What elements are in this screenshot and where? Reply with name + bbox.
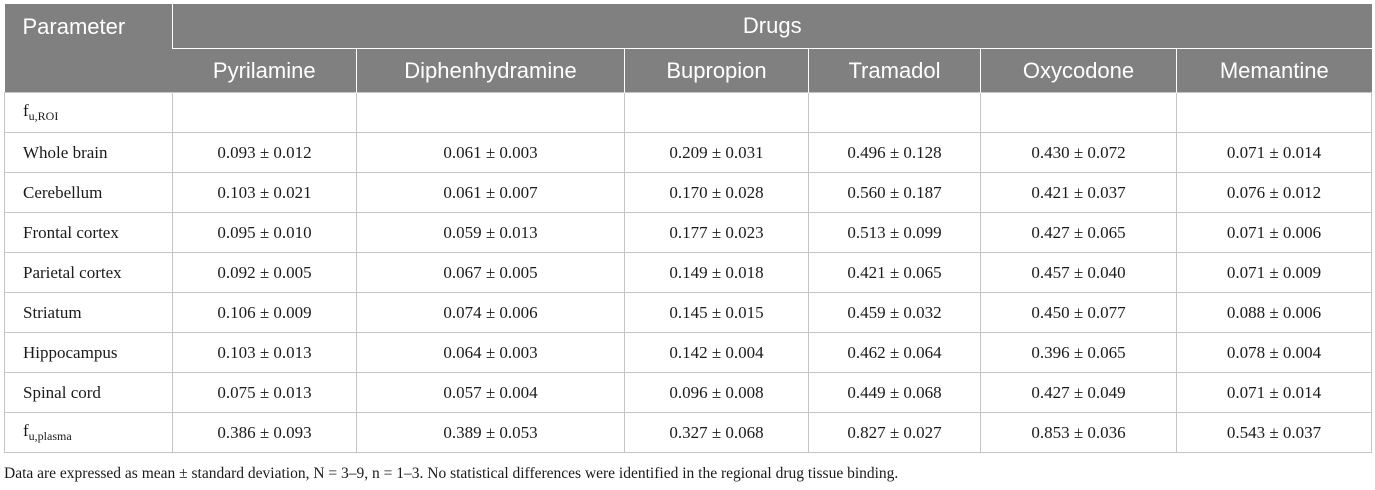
- table-cell: 0.327 ± 0.068: [624, 412, 809, 453]
- table-cell: 0.427 ± 0.049: [980, 372, 1177, 413]
- table-row-spinal-cord: Spinal cord 0.075 ± 0.013 0.057 ± 0.004 …: [4, 372, 1373, 413]
- table-cell: 0.389 ± 0.053: [356, 412, 625, 453]
- table-cell: 0.457 ± 0.040: [980, 252, 1177, 293]
- table-row-fu-plasma: fu,plasma 0.386 ± 0.093 0.389 ± 0.053 0.…: [4, 412, 1373, 453]
- table-cell: 0.061 ± 0.007: [356, 172, 625, 213]
- table-cell: 0.149 ± 0.018: [624, 252, 809, 293]
- table-cell: 0.061 ± 0.003: [356, 132, 625, 173]
- table-cell: 0.386 ± 0.093: [172, 412, 357, 453]
- table-cell: 0.095 ± 0.010: [172, 212, 357, 253]
- table-cell: 0.170 ± 0.028: [624, 172, 809, 213]
- drug-header-pyrilamine: Pyrilamine: [172, 48, 357, 93]
- table-cell: 0.064 ± 0.003: [356, 332, 625, 373]
- table-cell: 0.853 ± 0.036: [980, 412, 1177, 453]
- table-cell: 0.209 ± 0.031: [624, 132, 809, 173]
- data-table-container: Parameter Drugs Pyrilamine Diphenhydrami…: [4, 4, 1373, 453]
- row-label: Whole brain: [4, 132, 173, 173]
- parameter-header: Parameter: [4, 4, 173, 93]
- table-cell: 0.142 ± 0.004: [624, 332, 809, 373]
- drug-header-diphenhydramine: Diphenhydramine: [356, 48, 625, 93]
- table-cell: 0.067 ± 0.005: [356, 252, 625, 293]
- table-cell: 0.543 ± 0.037: [1175, 412, 1373, 453]
- table-cell: 0.827 ± 0.027: [808, 412, 981, 453]
- table-cell: 0.459 ± 0.032: [808, 292, 981, 333]
- table-cell-empty: [172, 92, 357, 133]
- table-cell: 0.071 ± 0.006: [1175, 212, 1373, 253]
- table-cell-empty: [980, 92, 1177, 133]
- row-label: Cerebellum: [4, 172, 173, 213]
- fu-plasma-symbol: f: [23, 421, 29, 440]
- table-cell: 0.057 ± 0.004: [356, 372, 625, 413]
- drugs-group-header: Drugs: [171, 4, 1372, 49]
- table-cell: 0.092 ± 0.005: [172, 252, 357, 293]
- table-row-cerebellum: Cerebellum 0.103 ± 0.021 0.061 ± 0.007 0…: [4, 172, 1373, 213]
- table-cell-empty: [356, 92, 625, 133]
- table-cell: 0.074 ± 0.006: [356, 292, 625, 333]
- table-row-fu-roi: fu,ROI: [4, 92, 1373, 133]
- table-cell: 0.075 ± 0.013: [172, 372, 357, 413]
- table-cell: 0.076 ± 0.012: [1175, 172, 1373, 213]
- table-cell: 0.396 ± 0.065: [980, 332, 1177, 373]
- table-cell: 0.496 ± 0.128: [808, 132, 981, 173]
- table-header: Parameter Drugs Pyrilamine Diphenhydrami…: [4, 4, 1372, 93]
- table-cell: 0.177 ± 0.023: [624, 212, 809, 253]
- row-label-fu-plasma: fu,plasma: [4, 412, 173, 453]
- table-cell: 0.071 ± 0.014: [1175, 372, 1373, 413]
- table-cell-empty: [624, 92, 809, 133]
- table-cell: 0.078 ± 0.004: [1175, 332, 1373, 373]
- row-label: Spinal cord: [4, 372, 173, 413]
- table-cell: 0.421 ± 0.065: [808, 252, 981, 293]
- table-body: fu,ROI Whole brain 0.093 ± 0.012 0.061 ±…: [4, 92, 1373, 453]
- table-row-parietal-cortex: Parietal cortex 0.092 ± 0.005 0.067 ± 0.…: [4, 252, 1373, 293]
- table-footnote: Data are expressed as mean ± standard de…: [4, 465, 899, 482]
- row-label: Frontal cortex: [4, 212, 173, 253]
- table-cell: 0.462 ± 0.064: [808, 332, 981, 373]
- table-cell: 0.450 ± 0.077: [980, 292, 1177, 333]
- fu-roi-symbol: f: [23, 101, 29, 120]
- table-row-hippocampus: Hippocampus 0.103 ± 0.013 0.064 ± 0.003 …: [4, 332, 1373, 373]
- table-row-frontal-cortex: Frontal cortex 0.095 ± 0.010 0.059 ± 0.0…: [4, 212, 1373, 253]
- table-cell: 0.093 ± 0.012: [172, 132, 357, 173]
- table-cell: 0.560 ± 0.187: [808, 172, 981, 213]
- drug-header-tramadol: Tramadol: [808, 48, 981, 93]
- table-cell: 0.427 ± 0.065: [980, 212, 1177, 253]
- drug-header-bupropion: Bupropion: [624, 48, 809, 93]
- table-cell: 0.059 ± 0.013: [356, 212, 625, 253]
- fu-plasma-subscript: u,plasma: [28, 429, 72, 443]
- table-cell: 0.449 ± 0.068: [808, 372, 981, 413]
- table-cell: 0.421 ± 0.037: [980, 172, 1177, 213]
- table-cell-empty: [808, 92, 981, 133]
- table-cell: 0.096 ± 0.008: [624, 372, 809, 413]
- table-row-whole-brain: Whole brain 0.093 ± 0.012 0.061 ± 0.003 …: [4, 132, 1373, 173]
- table-cell: 0.430 ± 0.072: [980, 132, 1177, 173]
- drug-header-oxycodone: Oxycodone: [980, 48, 1177, 93]
- table-cell: 0.071 ± 0.009: [1175, 252, 1373, 293]
- drug-binding-table: Parameter Drugs Pyrilamine Diphenhydrami…: [4, 4, 1373, 453]
- table-row-striatum: Striatum 0.106 ± 0.009 0.074 ± 0.006 0.1…: [4, 292, 1373, 333]
- table-cell: 0.103 ± 0.021: [172, 172, 357, 213]
- drug-header-memantine: Memantine: [1175, 48, 1372, 93]
- row-label: Striatum: [4, 292, 173, 333]
- table-cell-empty: [1175, 92, 1373, 133]
- row-label: Hippocampus: [4, 332, 173, 373]
- row-label-fu-roi: fu,ROI: [4, 92, 173, 133]
- table-cell: 0.513 ± 0.099: [808, 212, 981, 253]
- table-cell: 0.106 ± 0.009: [172, 292, 357, 333]
- row-label: Parietal cortex: [4, 252, 173, 293]
- table-cell: 0.103 ± 0.013: [172, 332, 357, 373]
- table-cell: 0.071 ± 0.014: [1175, 132, 1373, 173]
- table-cell: 0.145 ± 0.015: [624, 292, 809, 333]
- fu-roi-subscript: u,ROI: [28, 109, 59, 123]
- table-cell: 0.088 ± 0.006: [1175, 292, 1373, 333]
